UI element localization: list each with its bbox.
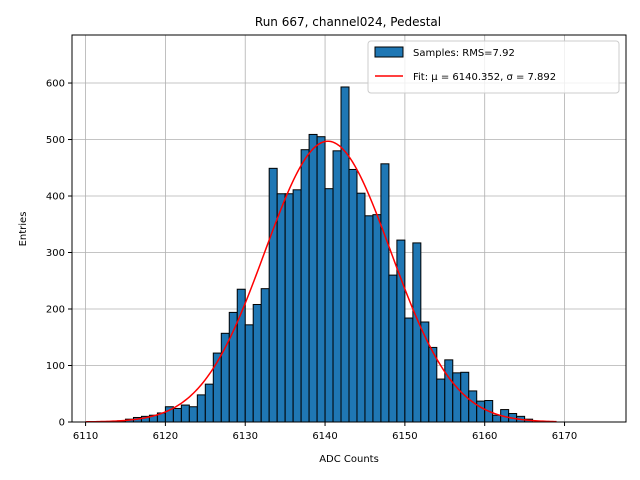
histogram-bar <box>172 407 182 423</box>
histogram-bar <box>316 136 326 423</box>
histogram-bar <box>492 414 502 423</box>
y-axis-ticks: 0 100 200 300 400 500 600 <box>46 79 72 429</box>
legend-histogram-label: Samples: RMS=7.92 <box>413 48 515 59</box>
histogram-bar <box>428 346 438 423</box>
y-tick-label: 0 <box>59 418 65 429</box>
x-axis-ticks: 6110 6120 6130 6140 6150 6160 6170 <box>73 422 577 442</box>
histogram-bar <box>284 193 294 423</box>
x-axis-label: ADC Counts <box>319 454 379 465</box>
x-tick-label: 6140 <box>312 431 337 442</box>
legend-histogram-swatch <box>374 46 404 58</box>
histogram-bar <box>252 303 262 423</box>
legend: Samples: RMS=7.92 Fit: μ = 6140.352, σ =… <box>367 40 620 94</box>
histogram-bar <box>388 274 398 423</box>
y-tick-label: 300 <box>46 248 65 259</box>
histogram-bar <box>452 372 462 423</box>
histogram-bar <box>228 311 238 423</box>
y-tick-label: 100 <box>46 361 65 372</box>
y-tick-label: 400 <box>46 192 65 203</box>
histogram-bar <box>236 288 246 423</box>
histogram-bar <box>412 242 422 423</box>
histogram-bar <box>396 239 406 423</box>
x-tick-label: 6130 <box>232 431 257 442</box>
x-tick-label: 6170 <box>552 431 577 442</box>
histogram-bar <box>244 324 254 423</box>
histogram-bar <box>468 390 478 423</box>
histogram-bar <box>356 192 366 423</box>
histogram-bar <box>380 163 390 423</box>
histogram-bar <box>404 317 414 423</box>
histogram-bar <box>340 86 350 423</box>
fit-curve <box>85 140 557 423</box>
y-tick-label: 600 <box>46 79 65 90</box>
histogram-bar <box>332 150 342 423</box>
histogram-bar <box>260 288 270 423</box>
histogram-bar <box>188 406 198 423</box>
histogram-bar <box>364 215 374 423</box>
legend-box <box>367 40 620 94</box>
y-tick-label: 200 <box>46 305 65 316</box>
histogram-bar <box>476 400 486 423</box>
x-tick-label: 6120 <box>153 431 178 442</box>
histogram-bar <box>268 167 278 423</box>
x-tick-label: 6150 <box>392 431 417 442</box>
x-tick-label: 6160 <box>472 431 497 442</box>
y-axis-label: Entries <box>18 212 29 247</box>
histogram-bar <box>212 352 222 423</box>
histogram-bar <box>300 149 310 423</box>
y-tick-label: 500 <box>46 135 65 146</box>
histogram-bar <box>444 359 454 423</box>
legend-fit-label: Fit: μ = 6140.352, σ = 7.892 <box>413 72 556 83</box>
plot-frame <box>71 34 627 423</box>
chart-title: Run 667, channel024, Pedestal <box>255 15 441 29</box>
histogram-bar <box>276 193 286 423</box>
histogram-bar <box>324 188 334 423</box>
histogram-bar <box>308 133 318 423</box>
histogram-bar <box>348 168 358 423</box>
histogram-bar <box>196 394 206 423</box>
histogram-bar <box>436 378 446 423</box>
histogram-bar <box>180 404 190 423</box>
histogram-bar <box>372 214 382 423</box>
x-tick-label: 6110 <box>73 431 98 442</box>
histogram-bar <box>292 189 302 423</box>
histogram-bar <box>204 383 214 423</box>
